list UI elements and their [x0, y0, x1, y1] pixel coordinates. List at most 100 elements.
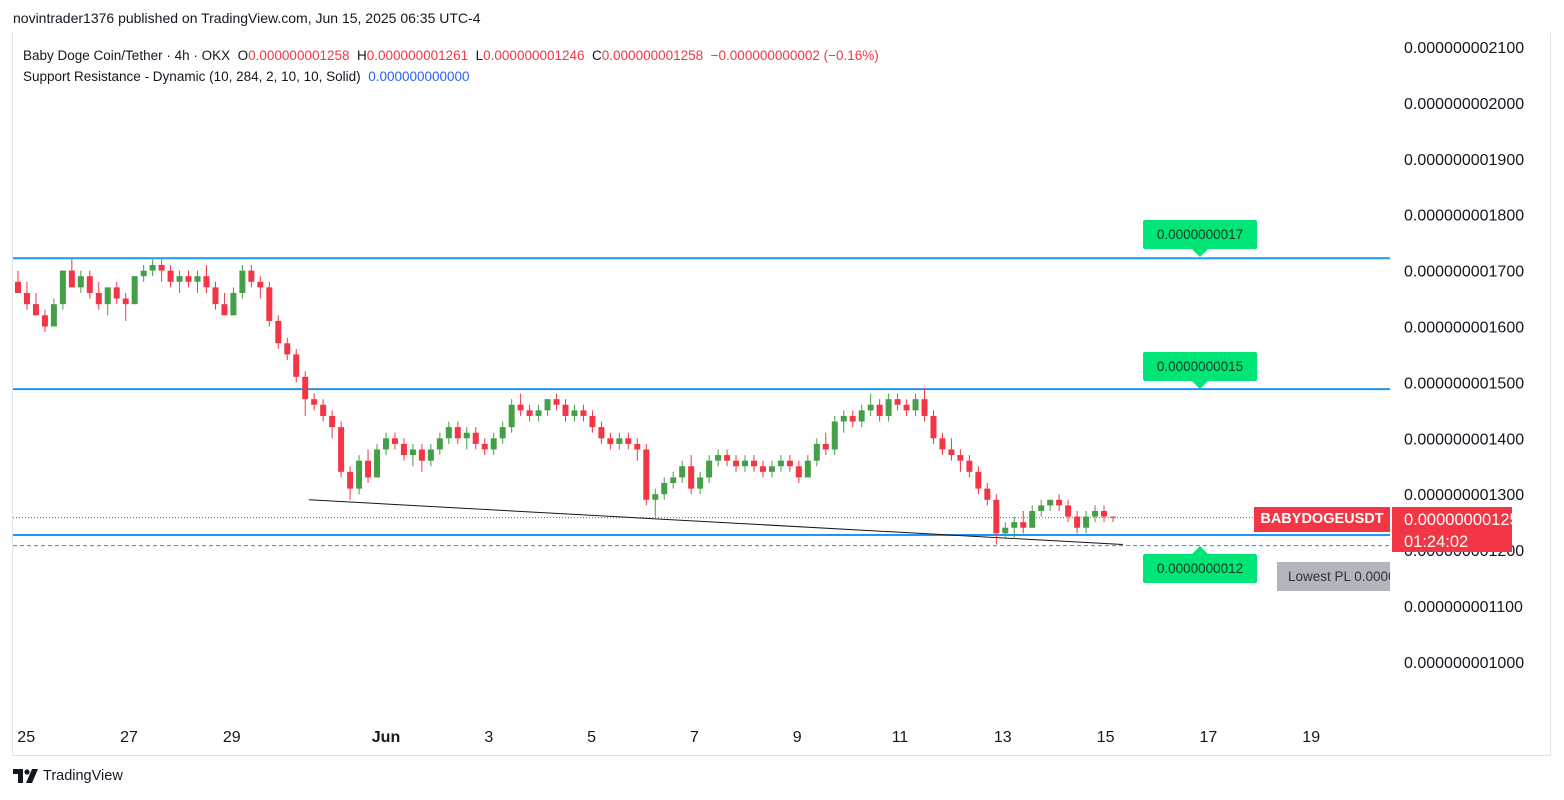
candle[interactable]	[840, 410, 847, 433]
candle[interactable]	[733, 455, 740, 472]
candle[interactable]	[1002, 522, 1009, 539]
candle[interactable]	[831, 415, 838, 456]
candle[interactable]	[320, 399, 327, 422]
candle[interactable]	[1101, 505, 1108, 523]
candle[interactable]	[77, 270, 84, 293]
candle[interactable]	[481, 438, 488, 456]
candle[interactable]	[365, 449, 372, 484]
candle[interactable]	[750, 455, 757, 472]
candle[interactable]	[149, 259, 156, 277]
candle[interactable]	[930, 410, 937, 444]
candle[interactable]	[912, 393, 919, 416]
candle[interactable]	[347, 466, 354, 500]
candle[interactable]	[786, 455, 793, 472]
candle[interactable]	[777, 455, 784, 472]
candle[interactable]	[41, 309, 48, 333]
candle[interactable]	[1056, 494, 1063, 511]
candle[interactable]	[876, 399, 883, 422]
candle[interactable]	[553, 393, 560, 411]
candle[interactable]	[1083, 510, 1090, 534]
candle[interactable]	[813, 438, 820, 467]
candle[interactable]	[984, 483, 991, 506]
candle[interactable]	[212, 281, 219, 310]
candle[interactable]	[939, 432, 946, 456]
candle[interactable]	[418, 443, 425, 472]
candle[interactable]	[858, 404, 865, 428]
candle[interactable]	[885, 393, 892, 422]
candle[interactable]	[454, 421, 461, 444]
candle[interactable]	[1047, 499, 1054, 511]
candle[interactable]	[867, 393, 874, 416]
candle[interactable]	[32, 292, 39, 316]
candle[interactable]	[1065, 499, 1072, 523]
candle[interactable]	[804, 455, 811, 478]
candle[interactable]	[338, 421, 345, 478]
candle[interactable]	[616, 432, 623, 450]
candle[interactable]	[921, 387, 928, 422]
candle[interactable]	[257, 276, 264, 299]
candle[interactable]	[15, 270, 21, 293]
candle[interactable]	[697, 471, 704, 495]
candle[interactable]	[957, 449, 964, 472]
candle[interactable]	[1038, 499, 1045, 517]
candle[interactable]	[472, 427, 479, 450]
candle[interactable]	[652, 488, 659, 517]
candle[interactable]	[68, 259, 75, 288]
candle[interactable]	[158, 259, 165, 282]
candle[interactable]	[122, 292, 129, 321]
candle[interactable]	[1074, 510, 1081, 534]
candle[interactable]	[724, 449, 731, 467]
candle[interactable]	[284, 337, 291, 361]
candle[interactable]	[894, 393, 901, 411]
indicator-name[interactable]: Support Resistance - Dynamic (10, 284, 2…	[23, 69, 361, 84]
tradingview-brand[interactable]: TradingView	[13, 768, 123, 784]
candle[interactable]	[140, 265, 147, 282]
candle[interactable]	[607, 432, 614, 450]
candle[interactable]	[661, 477, 668, 500]
candle[interactable]	[59, 270, 66, 310]
candle[interactable]	[356, 455, 363, 495]
candle[interactable]	[1029, 505, 1036, 528]
candle[interactable]	[562, 399, 569, 422]
candle[interactable]	[822, 432, 829, 456]
candle[interactable]	[759, 460, 766, 478]
candle[interactable]	[670, 471, 677, 489]
candle[interactable]	[499, 421, 506, 444]
candle[interactable]	[975, 466, 982, 495]
candle[interactable]	[95, 281, 102, 310]
candle[interactable]	[903, 399, 910, 416]
candle[interactable]	[248, 265, 255, 288]
candle[interactable]	[768, 460, 775, 478]
candle[interactable]	[445, 421, 452, 444]
candle[interactable]	[391, 432, 398, 450]
candle[interactable]	[86, 270, 93, 299]
candle[interactable]	[795, 460, 802, 484]
candle[interactable]	[23, 281, 30, 310]
candle[interactable]	[382, 432, 389, 456]
candle[interactable]	[230, 287, 237, 316]
candle[interactable]	[1110, 516, 1116, 523]
candle[interactable]	[329, 410, 336, 439]
candle[interactable]	[427, 443, 434, 467]
candle[interactable]	[131, 276, 138, 305]
candle[interactable]	[176, 270, 183, 293]
candle[interactable]	[463, 427, 470, 450]
candle[interactable]	[374, 443, 381, 478]
candle[interactable]	[849, 410, 856, 428]
candle[interactable]	[1092, 505, 1099, 523]
candle[interactable]	[589, 410, 596, 433]
candle[interactable]	[643, 443, 650, 506]
candle[interactable]	[571, 404, 578, 422]
candle[interactable]	[535, 404, 542, 422]
candle[interactable]	[311, 393, 318, 411]
candle[interactable]	[625, 432, 632, 450]
candle[interactable]	[706, 455, 713, 484]
candle[interactable]	[167, 265, 174, 288]
candle[interactable]	[203, 265, 210, 293]
candle[interactable]	[580, 404, 587, 422]
candle[interactable]	[679, 460, 686, 484]
candle[interactable]	[966, 455, 973, 478]
candle[interactable]	[113, 281, 120, 305]
candle[interactable]	[544, 399, 551, 416]
